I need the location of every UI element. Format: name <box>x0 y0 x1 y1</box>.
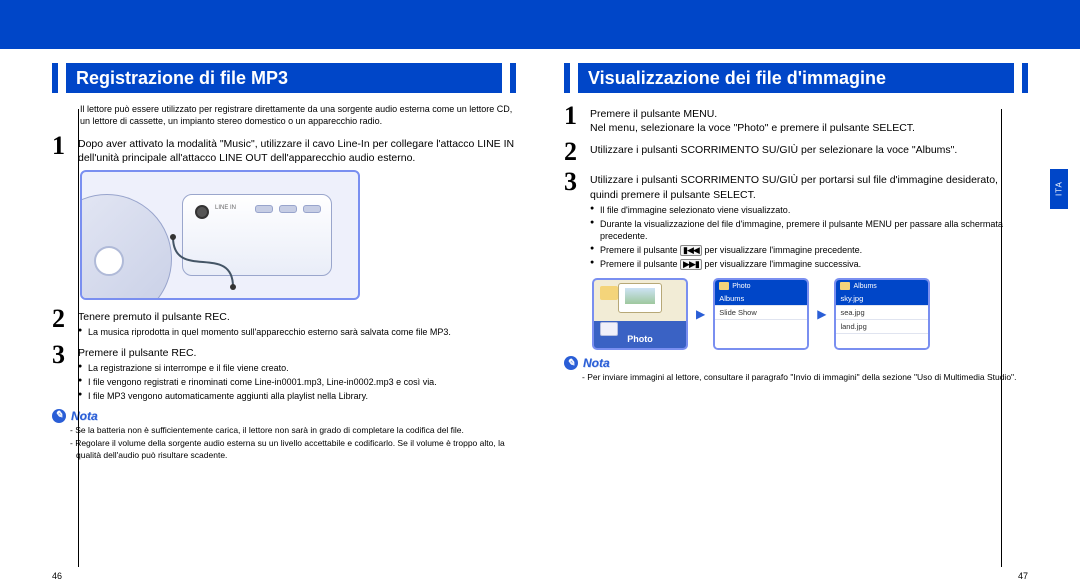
bullet: I file MP3 vengono automaticamente aggiu… <box>78 390 516 402</box>
screenshot-header: Photo <box>715 280 807 292</box>
list-row: land.jpg <box>836 320 928 334</box>
screenshot-photo-menu: Photo <box>592 278 688 350</box>
nota-item: - Regolare il volume della sorgente audi… <box>70 438 516 462</box>
step-text: Utilizzare i pulsanti SCORRIMENTO SU/GIÙ… <box>590 143 1028 157</box>
left-intro-text: Il lettore può essere utilizzato per reg… <box>80 103 516 127</box>
step-text-2: Nel menu, selezionare la voce "Photo" e … <box>590 121 1028 135</box>
bullet: La registrazione si interrompe e il file… <box>78 362 516 374</box>
screenshot-photo-list: Photo Albums Slide Show <box>713 278 809 350</box>
right-margin-rule <box>1001 109 1002 567</box>
photo-thumb-icon <box>618 283 662 313</box>
language-tab: ITA <box>1050 169 1068 209</box>
left-margin-rule <box>78 109 79 567</box>
right-step-3: 3 Utilizzare i pulsanti SCORRIMENTO SU/G… <box>564 169 1028 270</box>
right-step-2: 2 Utilizzare i pulsanti SCORRIMENTO SU/G… <box>564 139 1028 165</box>
right-nota-header: ✎ Nota <box>564 356 1028 370</box>
folder-mini-icon <box>719 282 729 290</box>
list-row: sea.jpg <box>836 306 928 320</box>
step-number: 3 <box>52 342 78 403</box>
step-number: 2 <box>564 139 590 165</box>
bullet: Premere il pulsante ▶▶▮ per visualizzare… <box>590 258 1028 270</box>
line-in-jack-icon <box>195 205 209 219</box>
bullet: Durante la visualizzazione del file d'im… <box>590 218 1028 242</box>
player-buttons-icon <box>255 205 321 213</box>
right-page: ITA Visualizzazione dei file d'immagine … <box>540 49 1052 587</box>
bullet: I file vengono registrati e rinominati c… <box>78 376 516 388</box>
left-steps-cont: 2 Tenere premuto il pulsante REC. La mus… <box>52 306 516 403</box>
step-number: 1 <box>52 133 78 165</box>
left-nota-header: ✎ Nota <box>52 409 516 423</box>
left-nota-list: - Se la batteria non è sufficientemente … <box>70 425 516 463</box>
left-steps: 1 Dopo aver attivato la modalità "Music"… <box>52 133 516 165</box>
right-heading-row: Visualizzazione dei file d'immagine <box>564 63 1028 93</box>
nota-label: Nota <box>71 409 98 423</box>
folder-mini-icon <box>600 286 618 300</box>
step-number: 1 <box>564 103 590 135</box>
step-number: 2 <box>52 306 78 338</box>
step-bullets: La musica riprodotta in quel momento sul… <box>78 326 516 338</box>
cable-icon <box>168 232 238 292</box>
screenshot-albums-list: Albums sky.jpg sea.jpg land.jpg <box>834 278 930 350</box>
heading-accent-left <box>564 63 570 93</box>
arrow-icon: ▶ <box>817 307 826 321</box>
step-body: Tenere premuto il pulsante REC. La music… <box>78 306 516 338</box>
bullet: Premere il pulsante ▮◀◀ per visualizzare… <box>590 244 1028 256</box>
nota-icon: ✎ <box>52 409 66 423</box>
screenshot-header-text: Albums <box>853 283 876 290</box>
step-body: Utilizzare i pulsanti SCORRIMENTO SU/GIÙ… <box>590 169 1028 270</box>
screenshots-row: Photo ▶ Photo Albums Slide Show ▶ Albums… <box>592 278 1028 350</box>
nota-label: Nota <box>583 356 610 370</box>
step-body: Dopo aver attivato la modalità "Music", … <box>78 133 516 165</box>
line-in-label: LINE IN <box>215 205 236 211</box>
left-page: Registrazione di file MP3 Il lettore può… <box>28 49 540 587</box>
bullet: La musica riprodotta in quel momento sul… <box>78 326 516 338</box>
step-text: Utilizzare i pulsanti SCORRIMENTO SU/GIÙ… <box>590 173 1028 201</box>
folder-mini-icon <box>840 282 850 290</box>
top-blue-bar <box>0 0 1080 49</box>
nota-item: - Per inviare immagini al lettore, consu… <box>582 372 1028 384</box>
step-text: Premere il pulsante REC. <box>78 346 516 360</box>
right-steps: 1 Premere il pulsante MENU. Nel menu, se… <box>564 103 1028 270</box>
prev-track-icon: ▮◀◀ <box>680 245 702 256</box>
step-body: Utilizzare i pulsanti SCORRIMENTO SU/GIÙ… <box>590 139 1028 165</box>
list-row-selected: sky.jpg <box>836 292 928 306</box>
step-number: 3 <box>564 169 590 270</box>
next-track-icon: ▶▶▮ <box>680 259 702 270</box>
left-step-1: 1 Dopo aver attivato la modalità "Music"… <box>52 133 516 165</box>
screenshot-header-text: Photo <box>732 283 750 290</box>
left-heading: Registrazione di file MP3 <box>66 63 502 93</box>
step-body: Premere il pulsante MENU. Nel menu, sele… <box>590 103 1028 135</box>
step-bullets: La registrazione si interrompe e il file… <box>78 362 516 402</box>
nota-item: - Se la batteria non è sufficientemente … <box>70 425 516 437</box>
right-page-number: 47 <box>1018 571 1028 581</box>
step-bullets: Il file d'immagine selezionato viene vis… <box>590 204 1028 271</box>
screenshot-body: sky.jpg sea.jpg land.jpg <box>836 292 928 348</box>
page-spread: Registrazione di file MP3 Il lettore può… <box>28 49 1052 587</box>
screenshot-body: Albums Slide Show <box>715 292 807 348</box>
step-body: Premere il pulsante REC. La registrazion… <box>78 342 516 403</box>
right-nota-list: - Per inviare immagini al lettore, consu… <box>582 372 1028 384</box>
screenshot-header: Albums <box>836 280 928 292</box>
list-row: Slide Show <box>715 306 807 320</box>
cd-player-icon <box>80 194 172 300</box>
screenshot-label: Photo <box>594 334 686 344</box>
step-text: Dopo aver attivato la modalità "Music", … <box>78 137 516 165</box>
right-step-1: 1 Premere il pulsante MENU. Nel menu, se… <box>564 103 1028 135</box>
heading-accent-right <box>1022 63 1028 93</box>
bullet: Il file d'immagine selezionato viene vis… <box>590 204 1028 216</box>
left-page-number: 46 <box>52 571 62 581</box>
left-step-3: 3 Premere il pulsante REC. La registrazi… <box>52 342 516 403</box>
nota-icon: ✎ <box>564 356 578 370</box>
arrow-icon: ▶ <box>696 307 705 321</box>
left-step-2: 2 Tenere premuto il pulsante REC. La mus… <box>52 306 516 338</box>
left-heading-row: Registrazione di file MP3 <box>52 63 516 93</box>
step-text: Tenere premuto il pulsante REC. <box>78 310 516 324</box>
step-text: Premere il pulsante MENU. <box>590 107 1028 121</box>
heading-accent-left <box>52 63 58 93</box>
list-row-selected: Albums <box>715 292 807 306</box>
heading-accent-right <box>510 63 516 93</box>
device-illustration: LINE IN <box>80 170 360 300</box>
right-heading: Visualizzazione dei file d'immagine <box>578 63 1014 93</box>
